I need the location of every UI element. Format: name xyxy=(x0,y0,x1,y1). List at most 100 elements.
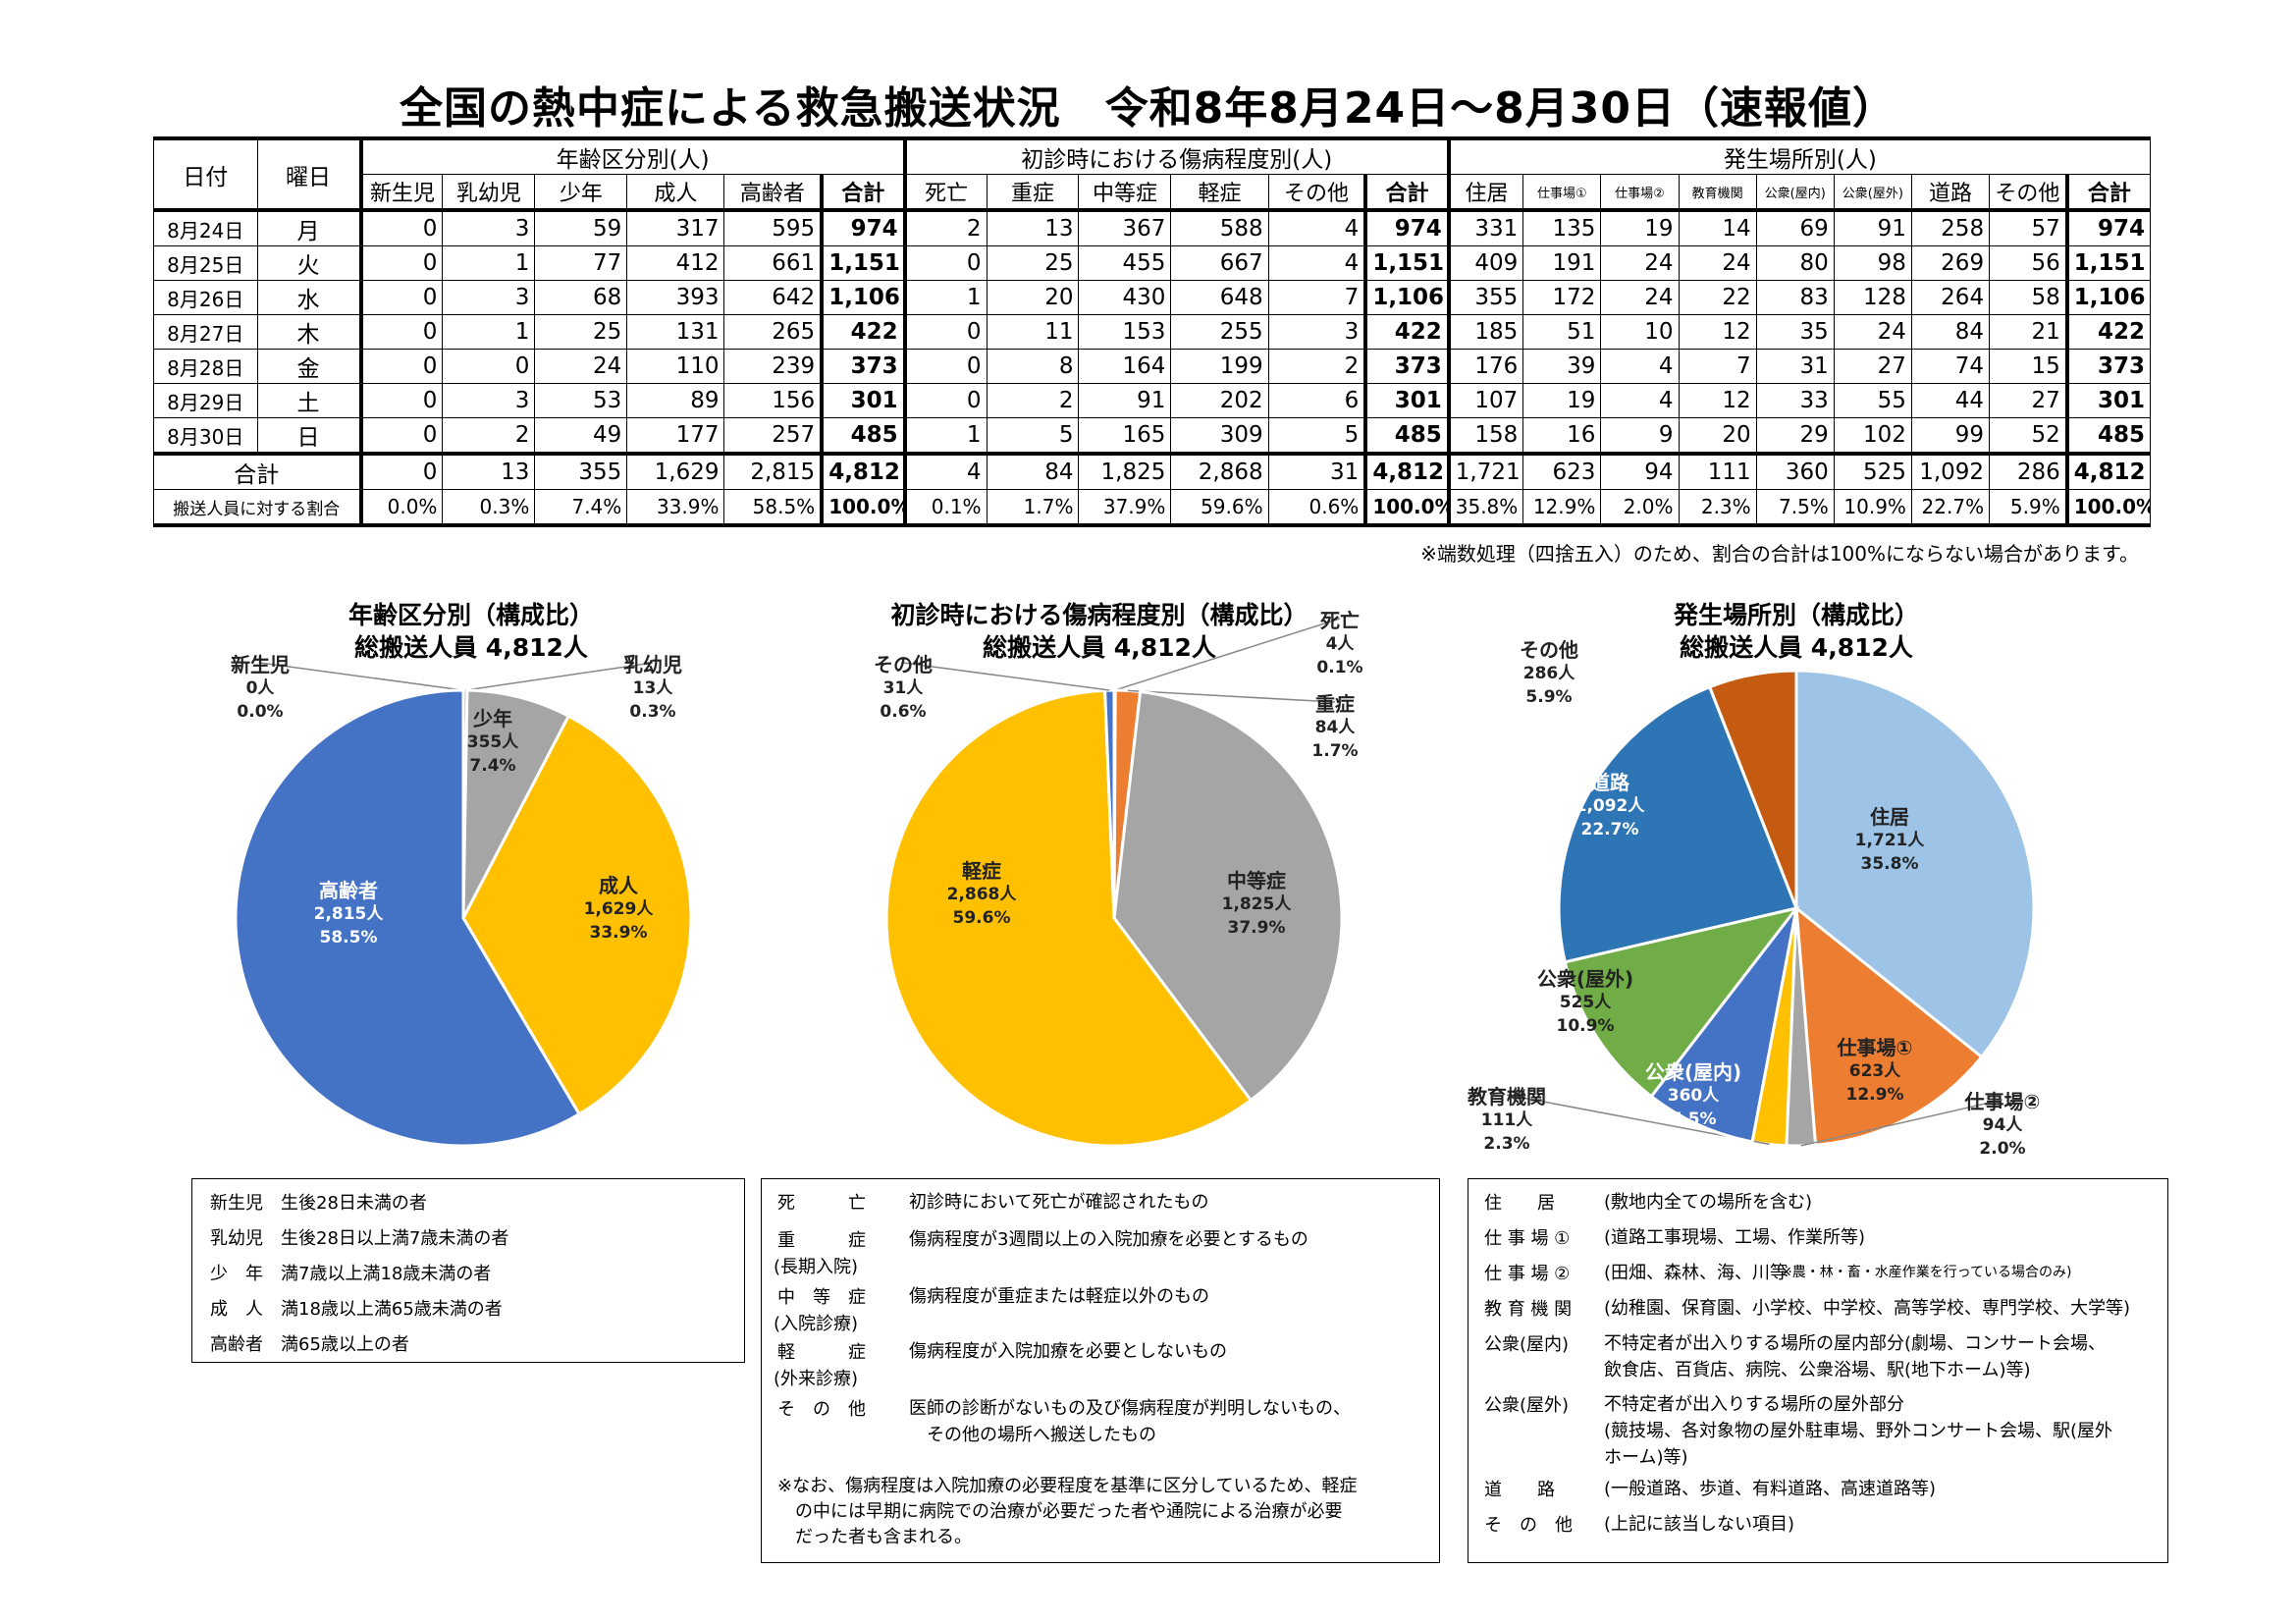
slice-count: 0人 xyxy=(245,678,275,698)
table-cell: 301 xyxy=(820,383,906,418)
table-cell: 422 xyxy=(2064,314,2151,350)
location-term: 住 居 xyxy=(1484,1193,1555,1214)
slice-count: 2,868人 xyxy=(946,885,1017,904)
slice-percent: 0.1% xyxy=(1316,658,1363,677)
table-cell: 19 xyxy=(1600,208,1680,246)
slice-percent: 35.8% xyxy=(1860,854,1919,874)
ratio-cell: 1.7% xyxy=(986,489,1080,527)
column-header: 合計 xyxy=(1363,174,1450,211)
row-date: 8月26日 xyxy=(153,280,258,315)
table-cell: 301 xyxy=(2064,383,2151,418)
column-header: 公衆(屋内) xyxy=(1755,174,1835,211)
slice-name: 高齢者 xyxy=(319,879,378,902)
severity-term: 中 等 症 xyxy=(777,1287,866,1308)
total-cell: 4,812 xyxy=(820,452,906,490)
severity-term: そ の 他 xyxy=(777,1399,866,1420)
table-cell: 57 xyxy=(1989,208,2068,246)
table-cell: 74 xyxy=(1910,349,1991,384)
table-cell: 52 xyxy=(1989,417,2068,455)
severity-term: 死 亡 xyxy=(777,1193,866,1214)
slice-percent: 59.6% xyxy=(952,908,1011,928)
table-cell: 0 xyxy=(358,383,444,418)
slice-count: 1,825人 xyxy=(1221,894,1292,914)
row-date: 8月28日 xyxy=(153,349,258,384)
slice-count: 84人 xyxy=(1314,718,1356,737)
table-cell: 91 xyxy=(1078,383,1172,418)
slice-percent: 58.5% xyxy=(319,928,378,947)
row-weekday: 木 xyxy=(256,314,362,350)
table-cell: 373 xyxy=(1363,349,1450,384)
table-cell: 0 xyxy=(358,314,444,350)
location-note: ※農・林・畜・水産作業を行っている場合のみ) xyxy=(1781,1265,2072,1280)
table-cell: 485 xyxy=(1363,417,1450,455)
table-cell: 56 xyxy=(1989,245,2068,281)
column-header: 中等症 xyxy=(1078,174,1172,211)
location-term: 公衆(屋内) xyxy=(1484,1334,1570,1355)
slice-percent: 2.0% xyxy=(1979,1139,2026,1159)
table-cell: 0 xyxy=(358,417,444,455)
table-cell: 485 xyxy=(2064,417,2151,455)
table-cell: 1,151 xyxy=(2064,245,2151,281)
table-cell: 0 xyxy=(358,208,444,246)
table-cell: 89 xyxy=(626,383,725,418)
table-cell: 3 xyxy=(442,383,536,418)
ratio-cell: 2.3% xyxy=(1678,489,1757,527)
slice-percent: 22.7% xyxy=(1580,820,1639,839)
table-cell: 156 xyxy=(723,383,823,418)
slice-count: 4人 xyxy=(1325,634,1355,654)
table-cell: 12 xyxy=(1678,314,1757,350)
table-cell: 409 xyxy=(1446,245,1524,281)
location-chart-title: 発生場所別（構成比） 総搬送人員 4,812人 xyxy=(1629,599,1963,664)
slice-percent: 7.4% xyxy=(469,756,516,776)
leader-line xyxy=(259,662,464,691)
table-cell: 24 xyxy=(1600,280,1680,315)
severity-term: 重 症 xyxy=(777,1230,866,1251)
ratio-cell: 35.8% xyxy=(1446,489,1524,527)
table-cell: 3 xyxy=(442,280,536,315)
table-cell: 84 xyxy=(1910,314,1991,350)
slice-count: 2,815人 xyxy=(313,904,384,924)
slice-label: 中等症 1,825人 37.9% xyxy=(1188,869,1325,940)
slice-name: 公衆(屋外) xyxy=(1536,967,1634,991)
table-cell: 2 xyxy=(986,383,1080,418)
ratio-cell: 59.6% xyxy=(1170,489,1269,527)
severity-footnote: ※なお、傷病程度は入院加療の必要程度を基準に区分しているため、軽症 の中には早期… xyxy=(777,1476,1358,1547)
header-age-group: 年齢区分別(人) xyxy=(358,136,906,175)
age-description: 満18歳以上満65歳未満の者 xyxy=(281,1299,503,1320)
table-cell: 153 xyxy=(1078,314,1172,350)
severity-chart-subtitle: 総搬送人員 4,812人 xyxy=(983,633,1216,662)
table-cell: 102 xyxy=(1833,417,1912,455)
slice-label: 公衆(屋外) 525人 10.9% xyxy=(1517,967,1654,1038)
table-cell: 12 xyxy=(1678,383,1757,418)
table-cell: 51 xyxy=(1522,314,1602,350)
age-description: 満65歳以上の者 xyxy=(281,1334,409,1355)
total-cell: 525 xyxy=(1833,452,1912,490)
slice-percent: 33.9% xyxy=(589,923,648,943)
location-description: (一般道路、歩道、有料道路、高速道路等) xyxy=(1604,1479,1937,1499)
table-cell: 165 xyxy=(1078,417,1172,455)
slice-label: その他 286人 5.9% xyxy=(1480,638,1618,709)
row-weekday: 金 xyxy=(256,349,362,384)
row-date: 8月29日 xyxy=(153,383,258,418)
pie-slice-2-6 xyxy=(1557,684,1799,964)
table-cell: 5 xyxy=(1267,417,1366,455)
location-description: (田畑、森林、海、川等 xyxy=(1604,1263,1789,1283)
column-header: 高齢者 xyxy=(723,174,823,211)
table-cell: 6 xyxy=(1267,383,1366,418)
row-date: 8月27日 xyxy=(153,314,258,350)
slice-percent: 0.0% xyxy=(237,702,284,722)
table-cell: 422 xyxy=(1363,314,1450,350)
slice-label: 重症 84人 1.7% xyxy=(1266,692,1404,763)
table-cell: 0 xyxy=(442,349,536,384)
severity-subterm: (長期入院) xyxy=(774,1257,859,1277)
table-cell: 58 xyxy=(1989,280,2068,315)
slice-name: 公衆(屋内) xyxy=(1644,1060,1742,1084)
slice-label: 死亡 4人 0.1% xyxy=(1271,609,1409,679)
table-cell: 20 xyxy=(986,280,1080,315)
ratio-cell: 0.3% xyxy=(442,489,536,527)
table-cell: 0 xyxy=(902,349,988,384)
slice-label: 仕事場② 94人 2.0% xyxy=(1934,1090,2071,1161)
ratio-cell: 7.5% xyxy=(1755,489,1835,527)
slice-name: 乳幼児 xyxy=(623,653,682,677)
